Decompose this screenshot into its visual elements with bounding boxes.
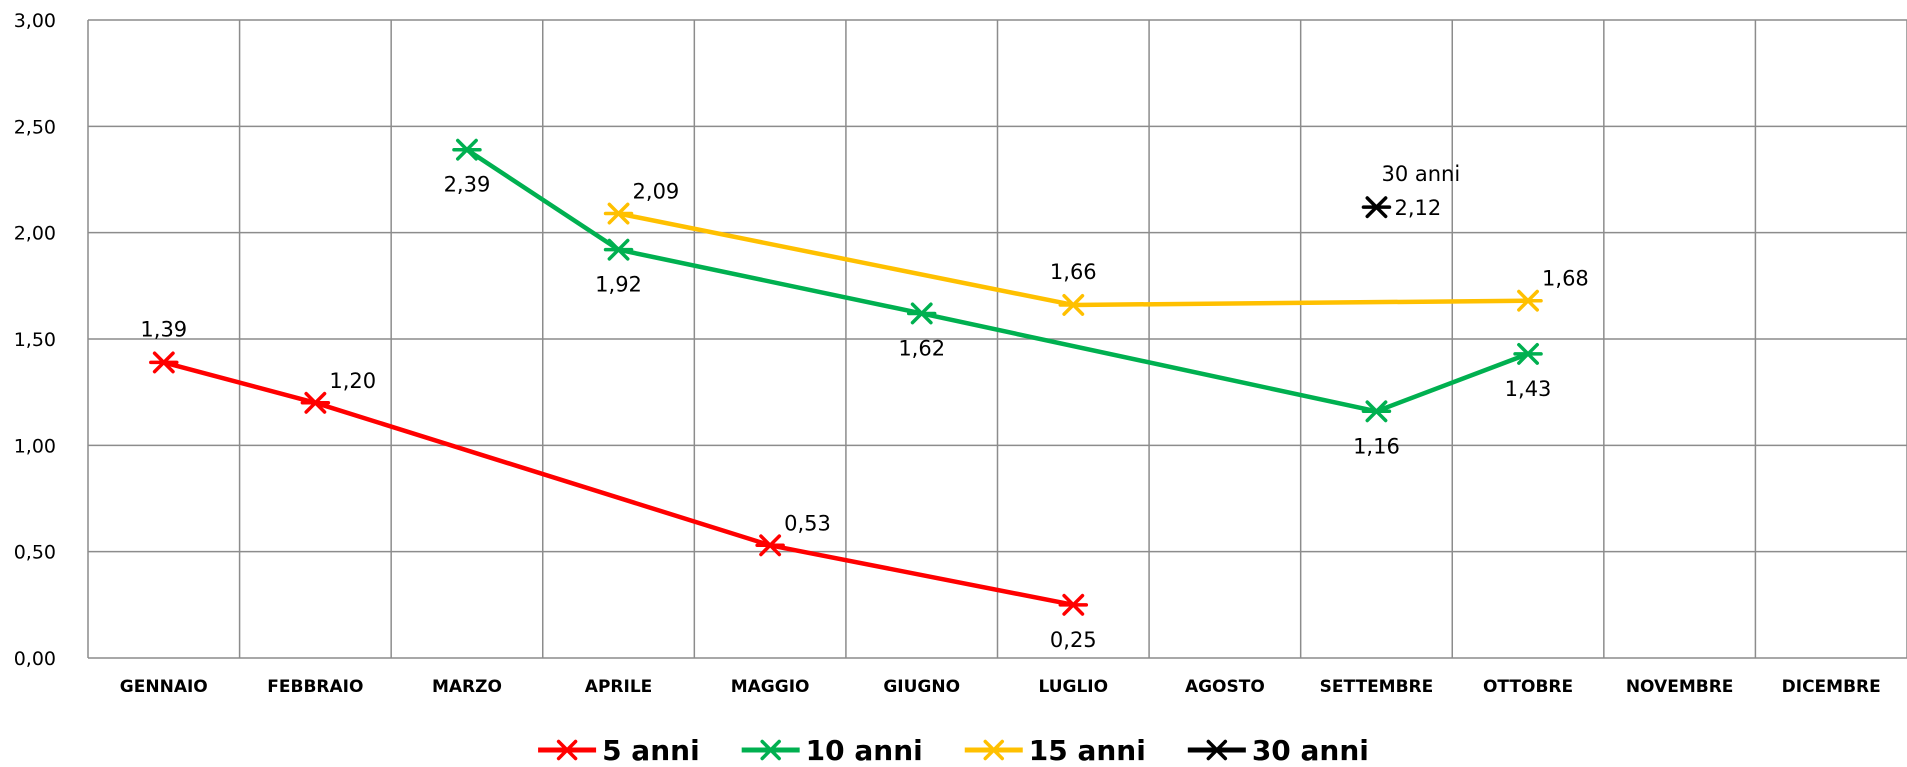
data-label-15-anni-ottobre: 1,68 <box>1542 267 1589 291</box>
legend-swatch-marker <box>553 739 581 761</box>
data-label-10-anni-giugno: 1,62 <box>898 336 945 360</box>
legend-item-15-anni: 15 anni <box>964 734 1146 767</box>
y-axis-tick-labels: 0,00 0,50 1,00 1,50 2,00 2,50 3,00 <box>14 10 56 670</box>
legend-item-10-anni: 10 anni <box>741 734 923 767</box>
legend-swatch-marker <box>980 739 1008 761</box>
y-tick-label: 1,00 <box>14 435 56 457</box>
point-marker-10-anni-settembre <box>1361 400 1392 423</box>
grid-lines <box>87 19 1907 659</box>
point-marker-10-anni-marzo <box>452 138 482 161</box>
point-marker-10-anni-giugno <box>906 302 937 325</box>
data-label-15-anni-aprile: 2,09 <box>633 180 680 204</box>
point-marker-10-anni-ottobre <box>1513 342 1543 365</box>
series-line-5-anni <box>163 360 1074 608</box>
point-marker-5-anni-febbraio <box>300 391 331 414</box>
series-name-label-30-anni: 30 anni <box>1381 162 1460 186</box>
legend: 5 anni 10 anni 15 anni 30 anni <box>538 734 1369 767</box>
data-label-5-anni-luglio: 0,25 <box>1050 628 1097 652</box>
x-tick-label-agosto: AGOSTO <box>1185 677 1265 697</box>
x-tick-label-luglio: LUGLIO <box>1038 677 1108 697</box>
legend-label-5-anni: 5 anni <box>602 734 700 767</box>
legend-swatch-marker <box>1203 739 1231 761</box>
y-tick-label: 1,50 <box>14 329 56 351</box>
legend-label-10-anni: 10 anni <box>806 734 923 767</box>
x-tick-label-ottobre: OTTOBRE <box>1483 677 1573 697</box>
x-tick-label-novembre: NOVEMBRE <box>1626 677 1734 697</box>
x-axis-category-labels: GENNAIO FEBBRAIO MARZO APRILE MAGGIO GIUGNO LU… <box>120 677 1881 697</box>
point-marker-5-anni-luglio <box>1058 593 1089 616</box>
legend-item-30-anni: 30 anni <box>1187 734 1369 767</box>
data-label-10-anni-settembre: 1,16 <box>1353 434 1400 458</box>
y-tick-label: 0,50 <box>14 542 56 564</box>
x-tick-label-dicembre: DICEMBRE <box>1782 677 1881 697</box>
data-label-10-anni-ottobre: 1,43 <box>1505 377 1552 401</box>
x-tick-label-aprile: APRILE <box>585 677 652 697</box>
x-tick-label-maggio: MAGGIO <box>731 677 810 697</box>
data-label-5-anni-maggio: 0,53 <box>784 511 831 535</box>
y-tick-label: 2,50 <box>14 116 56 138</box>
data-label-10-anni-marzo: 2,39 <box>444 173 491 197</box>
legend-item-5-anni: 5 anni <box>538 734 700 767</box>
y-tick-label: 2,00 <box>14 223 56 245</box>
legend-label-30-anni: 30 anni <box>1252 734 1369 767</box>
legend-swatch-marker <box>756 739 785 761</box>
point-marker-15-anni-ottobre <box>1513 289 1543 312</box>
data-label-30-anni-settembre: 2,12 <box>1394 196 1441 220</box>
x-tick-label-gennaio: GENNAIO <box>120 677 208 697</box>
point-marker-5-anni-maggio <box>755 534 785 557</box>
x-tick-label-marzo: MARZO <box>432 677 502 697</box>
x-tick-label-settembre: SETTEMBRE <box>1320 677 1434 697</box>
x-tick-label-febbraio: FEBBRAIO <box>267 677 363 697</box>
data-label-5-anni-febbraio: 1,20 <box>329 369 376 393</box>
data-label-5-anni-gennaio: 1,39 <box>140 317 187 341</box>
y-tick-label: 0,00 <box>14 648 56 670</box>
data-labels: 1,39 1,20 0,53 0,25 2,39 1,92 1,62 1,16 1,43 2,09… <box>140 162 1588 652</box>
point-marker-15-anni-aprile <box>603 202 634 225</box>
point-marker-30-anni-settembre <box>1361 196 1392 219</box>
data-label-15-anni-luglio: 1,66 <box>1050 260 1097 284</box>
x-tick-label-giugno: GIUGNO <box>883 677 960 697</box>
y-tick-label: 3,00 <box>14 10 56 32</box>
point-marker-5-anni-gennaio <box>149 351 179 374</box>
point-marker-15-anni-luglio <box>1058 294 1089 316</box>
series-markers <box>149 138 1543 616</box>
point-marker-10-anni-aprile <box>603 238 634 261</box>
data-label-10-anni-aprile: 1,92 <box>595 273 642 297</box>
legend-label-15-anni: 15 anni <box>1029 734 1146 767</box>
